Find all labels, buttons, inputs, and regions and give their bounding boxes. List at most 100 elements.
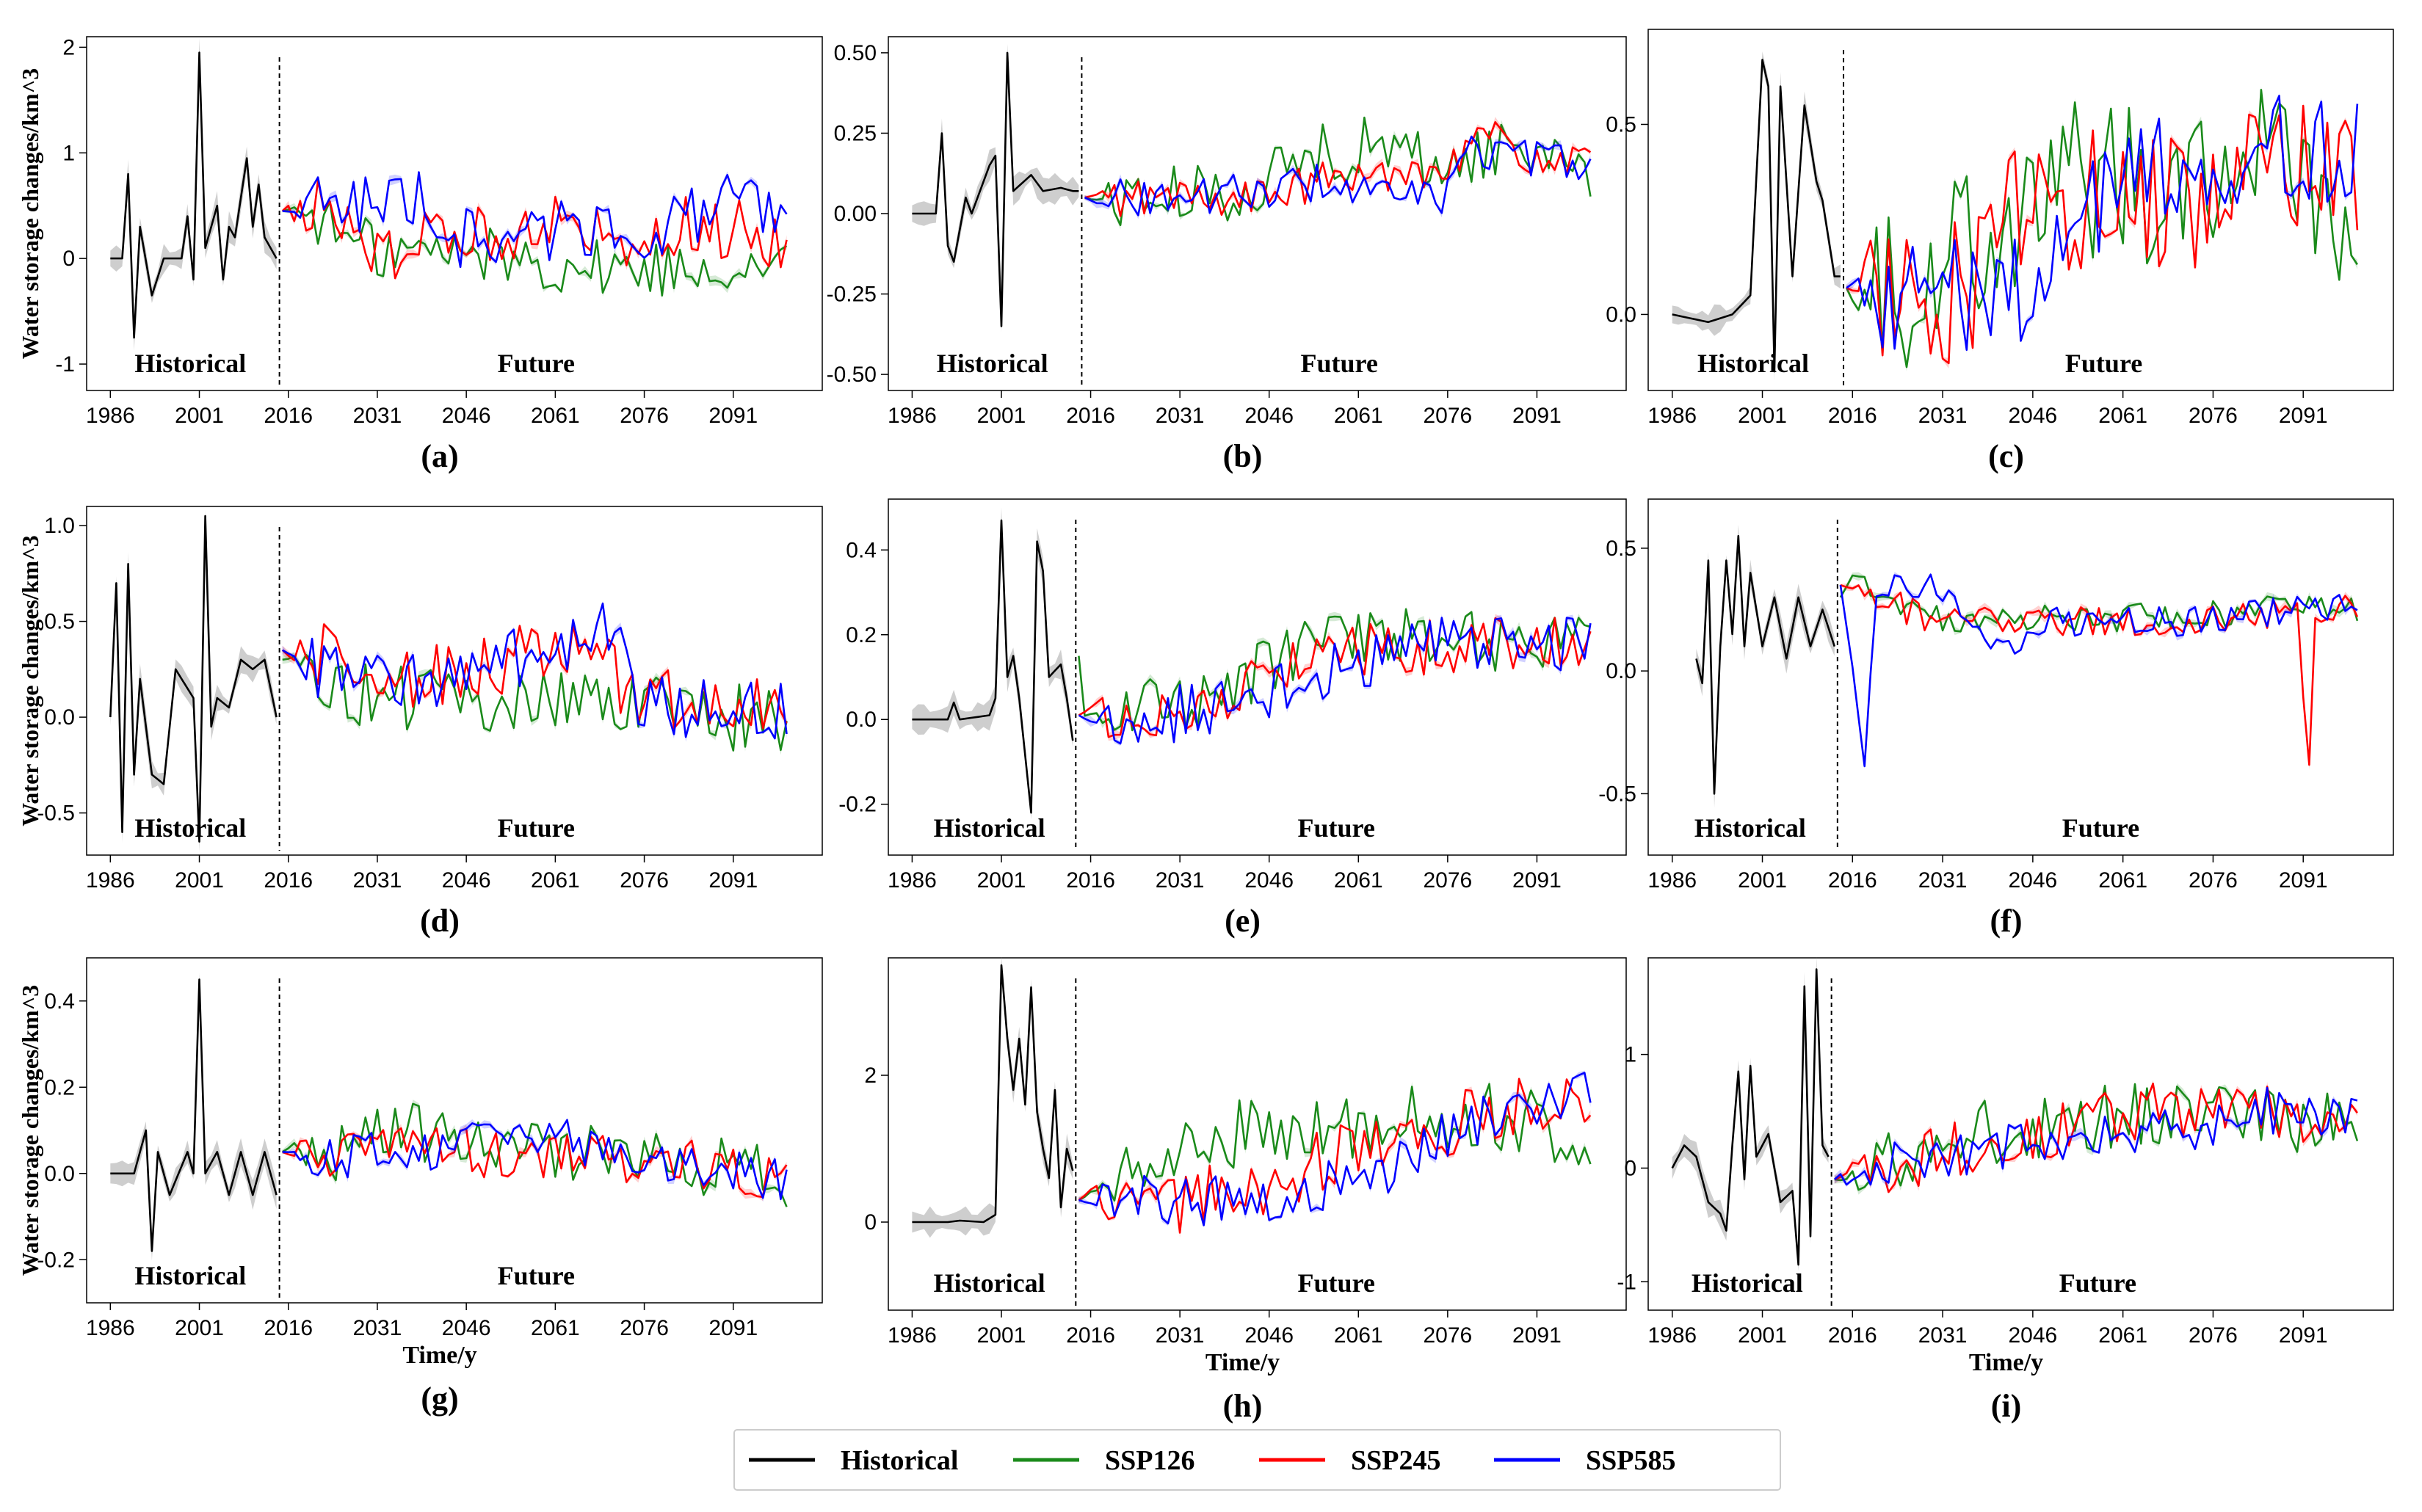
legend-box (733, 1429, 1781, 1491)
y-tick-label: -0.25 (827, 283, 877, 307)
series-line-ssp126 (1845, 89, 2358, 368)
x-tick-label: 2046 (2008, 868, 2057, 893)
panel-label: (c) (1988, 438, 2024, 474)
x-tick-label: 2061 (531, 868, 580, 893)
x-tick-label: 2076 (2189, 404, 2238, 428)
panels-group: 1986 2001 2016 2031 2046 2061 2076 2091-1012His… (17, 29, 2394, 1424)
x-tick-label: 2061 (2098, 1323, 2147, 1348)
x-tick-label: 2091 (1512, 1323, 1562, 1348)
panel-d: 1986 2001 2016 2031 2046 2061 2076 2091 -0.5 0.0 0… (17, 506, 823, 939)
series-line-ssp585 (1846, 95, 2359, 351)
x-tick-label: 2016 (1066, 1323, 1115, 1348)
y-tick-label: -1 (55, 352, 75, 377)
x-tick-label: 2031 (353, 404, 402, 428)
y-tick-label: 0.25 (834, 121, 877, 145)
x-tick-label: 2031 (1918, 1323, 1968, 1348)
x-tick-label: 1986 (1647, 1323, 1697, 1348)
x-tick-label: 2061 (1334, 1323, 1383, 1348)
x-axis-label: Time/y (402, 1342, 476, 1369)
x-tick-label: 2046 (1244, 404, 1294, 428)
x-tick-label: 2061 (1334, 404, 1383, 428)
y-tick-label: 0.0 (1606, 302, 1636, 327)
x-tick-label: 2091 (2279, 868, 2328, 893)
panel-label: (h) (1223, 1388, 1263, 1424)
future-label: Future (1297, 813, 1374, 843)
x-tick-label: 2016 (264, 868, 313, 893)
y-tick-label: 1 (1624, 1043, 1636, 1067)
series-line-ssp245 (1834, 1083, 2358, 1193)
historical-label: Historical (937, 349, 1048, 378)
legend-label-historical: Historical (841, 1445, 958, 1476)
historical-label: Historical (134, 349, 246, 378)
future-label: Future (2059, 1268, 2136, 1298)
series-line-ssp126 (282, 200, 788, 297)
panel-label: (a) (421, 438, 458, 474)
x-tick-label: 2061 (1334, 868, 1383, 893)
x-tick-label: 2076 (620, 1316, 669, 1340)
series-line-ssp585 (282, 171, 788, 269)
series-line-ssp585 (1833, 1086, 2358, 1186)
historical-uncertainty-band (110, 38, 277, 351)
panel-label: (i) (1991, 1388, 2022, 1424)
x-tick-label: 2016 (264, 404, 313, 428)
panel-i: 1986 2001 2016 2031 2046 2061 2076 2091 -1 0 1 Hist… (1617, 956, 2394, 1424)
axes-frame (86, 506, 823, 856)
series-line-historical (109, 515, 278, 843)
x-tick-label: 2046 (442, 868, 491, 893)
series-line-historical (1672, 59, 1841, 373)
x-tick-label: 2001 (1738, 1323, 1787, 1348)
series-line-ssp245 (281, 623, 788, 730)
x-tick-label: 2061 (2098, 404, 2147, 428)
x-tick-label: 2016 (1828, 868, 1877, 893)
historical-label: Historical (134, 813, 246, 843)
panel-label: (e) (1225, 903, 1261, 939)
series-line-ssp126 (1078, 1083, 1592, 1202)
panel-label: (d) (420, 903, 460, 939)
x-tick-label: 1986 (888, 404, 937, 428)
series-line-ssp245 (1840, 584, 2359, 766)
y-tick-label: 0.2 (44, 1075, 75, 1100)
axes-frame (1647, 498, 2394, 856)
historical-uncertainty-band (110, 973, 277, 1261)
y-tick-label: 0.0 (1606, 659, 1636, 683)
series-line-ssp585 (282, 1119, 788, 1200)
x-tick-label: 2046 (442, 404, 491, 428)
y-tick-label: 0.5 (44, 610, 75, 634)
series-line-historical (110, 978, 278, 1252)
panel-c: 1986 2001 2016 2031 2046 2061 2076 2091 0.0 0.5 Hi… (1606, 29, 2394, 474)
axes-frame (888, 498, 1627, 856)
x-tick-label: 2001 (175, 868, 224, 893)
x-tick-label: 2001 (175, 404, 224, 428)
x-tick-label: 1986 (86, 404, 135, 428)
x-tick-label: 2091 (2279, 404, 2328, 428)
series-band-ssp245 (1078, 1077, 1591, 1238)
y-tick-label: -1 (1617, 1270, 1636, 1294)
series-line-ssp126 (1078, 608, 1591, 732)
series-line-ssp126 (1839, 574, 2359, 633)
panel-label: (g) (421, 1381, 458, 1417)
series-band-ssp585 (282, 1118, 787, 1203)
x-tick-label: 2046 (2008, 1323, 2057, 1348)
series-line-ssp585 (282, 602, 788, 740)
series-line-historical (110, 51, 278, 339)
future-label: Future (498, 1261, 575, 1290)
x-tick-label: 2076 (1423, 868, 1472, 893)
y-tick-label: 0.4 (846, 538, 877, 562)
x-tick-label: 2091 (708, 404, 758, 428)
x-tick-label: 2091 (708, 1316, 758, 1340)
series-line-historical (912, 964, 1074, 1224)
x-tick-label: 2046 (2008, 404, 2057, 428)
x-tick-label: 2031 (1918, 404, 1968, 428)
series-line-ssp245 (281, 179, 788, 280)
series-line-ssp126 (1834, 1083, 2359, 1191)
panel-h: 1986 2001 2016 2031 2046 2061 2076 2091 0 2 Histor… (864, 956, 1627, 1424)
y-tick-label: 0.50 (834, 41, 877, 65)
axes-frame (1647, 29, 2394, 391)
x-axis-label: Time/y (1969, 1349, 2043, 1376)
y-tick-label: 2 (864, 1064, 877, 1088)
x-tick-label: 2076 (2189, 868, 2238, 893)
y-axis-label: Water storage changes/km^3 (17, 535, 43, 826)
series-line-ssp585 (1839, 573, 2358, 768)
future-label: Future (498, 813, 575, 843)
